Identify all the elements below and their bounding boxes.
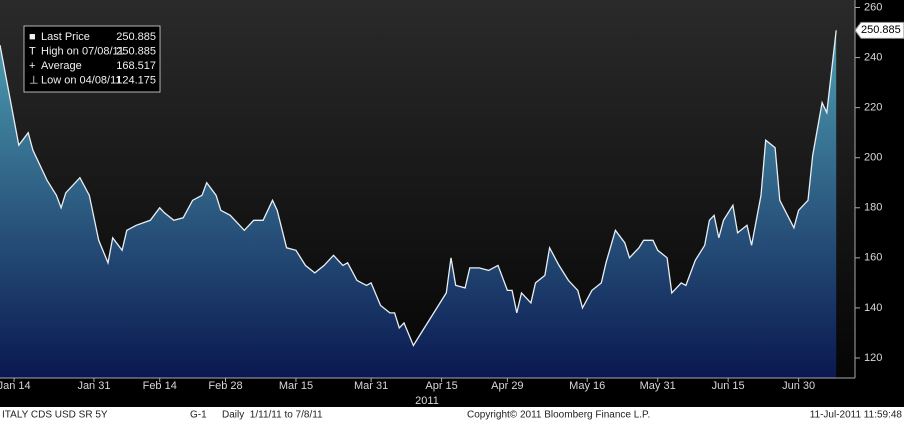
legend-symbol: T <box>29 45 36 57</box>
footer-chart-id: G-1 <box>190 410 207 421</box>
y-tick-label: 160 <box>864 252 882 264</box>
y-tick-label: 220 <box>864 102 882 114</box>
legend-value: 250.885 <box>116 45 156 57</box>
last-price-tag-label: 250.885 <box>861 24 901 36</box>
legend-symbol: ■ <box>29 31 36 43</box>
x-tick-label: Feb 28 <box>208 380 242 392</box>
footer-timestamp: 11-Jul-2011 11:59:48 <box>810 410 903 421</box>
y-tick-label: 120 <box>864 352 882 364</box>
legend-value: 250.885 <box>116 31 156 43</box>
footer-bar <box>0 407 904 423</box>
x-tick-label: Jun 30 <box>782 380 815 392</box>
x-tick-label: Jun 15 <box>712 380 745 392</box>
legend-box <box>23 25 161 93</box>
footer-security: ITALY CDS USD SR 5Y <box>2 410 108 421</box>
x-tick-label: May 31 <box>640 380 676 392</box>
legend-symbol: ⊥ <box>29 74 39 86</box>
y-tick-label: 260 <box>864 1 882 13</box>
legend-value: 124.175 <box>116 74 156 86</box>
legend-value: 168.517 <box>116 60 156 72</box>
footer-copyright: Copyright© 2011 Bloomberg Finance L.P. <box>467 410 650 421</box>
legend-label: Low on 04/08/11 <box>41 74 122 86</box>
x-tick-label: May 16 <box>569 380 605 392</box>
x-tick-label: Feb 14 <box>143 380 177 392</box>
x-tick-label: Jan 31 <box>77 380 110 392</box>
legend-label: Average <box>41 60 82 72</box>
last-price-tag <box>854 21 904 39</box>
area <box>0 30 837 379</box>
x-tick-label: Apr 29 <box>491 380 523 392</box>
legend-symbol: + <box>29 60 35 72</box>
line <box>0 30 837 347</box>
y-tick-label: 180 <box>864 202 882 214</box>
legend-label: Last Price <box>41 31 90 43</box>
x-tick-label: Mar 31 <box>354 380 388 392</box>
y-tick-label: 200 <box>864 152 882 164</box>
x-tick-label: Apr 15 <box>425 380 457 392</box>
x-tick-label: Mar 15 <box>279 380 313 392</box>
legend-label: High on 07/08/11 <box>41 45 124 57</box>
x-tick-label: Jan 14 <box>0 380 31 392</box>
y-tick-label: 240 <box>864 51 882 63</box>
y-tick-label: 140 <box>864 302 882 314</box>
footer-period: Daily 1/11/11 to 7/8/11 <box>222 410 323 421</box>
x-group-label: 2011 <box>415 395 439 407</box>
